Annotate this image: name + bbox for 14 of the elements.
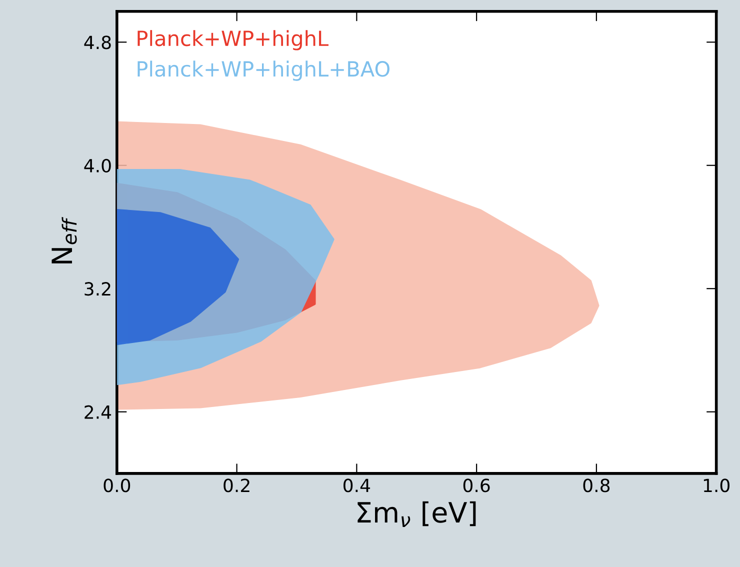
x-tick-label: 0.4: [344, 478, 370, 492]
y-tick-label: 4.0: [84, 158, 111, 172]
y-tick-label: 3.2: [84, 282, 110, 296]
y-axis-title: N$_{eff}$: [52, 216, 77, 264]
y-tick-label: 2.4: [84, 405, 112, 419]
x-tick-label: 0.0: [104, 478, 130, 492]
x-tick-label: 1.0: [704, 478, 730, 492]
y-tick-label: 4.8: [84, 36, 111, 50]
x-tick-label: 0.6: [463, 478, 490, 492]
text: Planck+WP+highL+BAO: [138, 60, 390, 81]
text: Planck+WP+highL: [138, 30, 328, 50]
x-tick-label: 0.8: [583, 478, 610, 492]
x-axis-title: Σm$_{ν}$ [eV]: [358, 501, 476, 527]
x-tick-label: 0.2: [224, 478, 250, 492]
